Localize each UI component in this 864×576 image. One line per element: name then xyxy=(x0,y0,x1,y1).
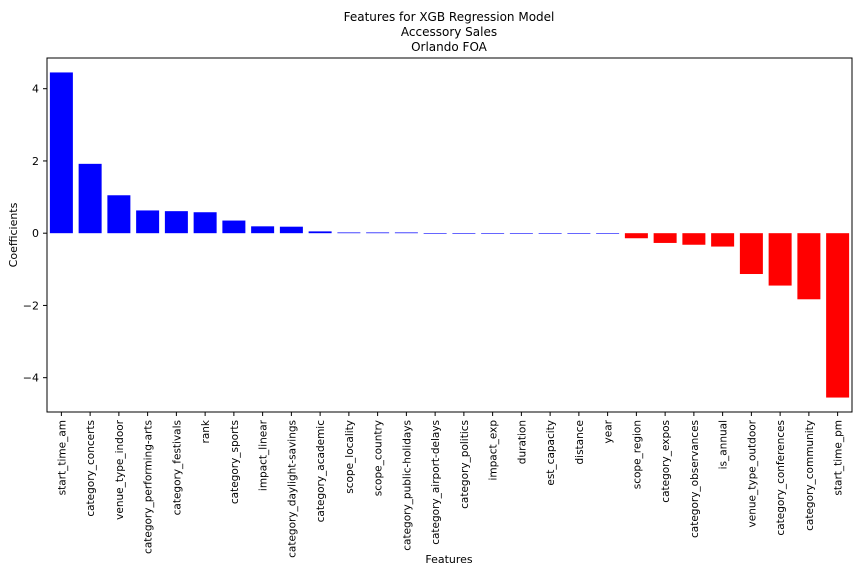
bar-distance xyxy=(567,233,591,234)
x-tick-label: category_academic xyxy=(315,420,327,523)
x-tick-label: category_conferences xyxy=(775,420,787,536)
bar-category_performing-arts xyxy=(136,210,160,234)
x-tick-label: category_daylight-savings xyxy=(286,420,298,558)
chart-title-line-1: Features for XGB Regression Model xyxy=(344,10,555,24)
bar-category_airport-delays xyxy=(423,233,447,234)
x-axis-label: Features xyxy=(425,553,473,566)
x-tick-label: category_community xyxy=(804,420,816,531)
x-tick-label: category_politics xyxy=(459,420,471,509)
bar-start_time_pm xyxy=(826,233,850,398)
bar-scope_region xyxy=(624,233,648,239)
bar-category_sports xyxy=(222,220,246,234)
chart-title-line-3: Orlando FOA xyxy=(411,40,488,54)
x-tick-label: impact_exp xyxy=(488,420,500,481)
y-axis-label: Coefficients xyxy=(7,202,20,267)
bar-venue_type_outdoor xyxy=(739,233,763,275)
x-tick-label: category_public-holidays xyxy=(401,420,413,551)
x-tick-label: start_time_am xyxy=(56,420,68,495)
bar-scope_country xyxy=(366,232,390,234)
bar-impact_exp xyxy=(481,233,505,234)
bars-group xyxy=(49,72,850,398)
bar-category_daylight-savings xyxy=(279,226,303,234)
bar-is_annual xyxy=(711,233,735,247)
x-tick-label: est_capacity xyxy=(545,420,557,486)
bar-category_concerts xyxy=(78,163,102,234)
x-tick-label: year xyxy=(603,419,615,443)
bar-category_public-holidays xyxy=(394,232,418,234)
plot-frame xyxy=(46,57,853,413)
bar-rank xyxy=(193,212,217,234)
bar-category_community xyxy=(797,233,821,300)
x-tick-label: distance xyxy=(574,420,586,465)
x-tick-label: category_concerts xyxy=(85,420,97,517)
y-tick-label: 2 xyxy=(32,155,39,168)
x-tick-label: duration xyxy=(516,420,528,464)
bar-category_conferences xyxy=(768,233,792,286)
x-tick-label: category_expos xyxy=(660,420,672,503)
x-tick-label: is_annual xyxy=(718,420,730,469)
x-tick-label: category_sports xyxy=(229,420,241,504)
y-axis: −4 −2 0 2 4 xyxy=(23,83,47,385)
y-tick-label: −2 xyxy=(23,299,39,312)
x-tick-label: impact_linear xyxy=(258,419,270,491)
x-tick-label: venue_type_outdoor xyxy=(746,419,758,527)
y-tick-label: 4 xyxy=(32,83,39,96)
y-tick-label: −4 xyxy=(23,372,39,385)
bar-start_time_am xyxy=(49,72,73,234)
x-tick-label: rank xyxy=(200,419,212,443)
bar-duration xyxy=(509,233,533,234)
x-tick-label: start_time_pm xyxy=(833,420,845,496)
x-tick-label: scope_region xyxy=(631,420,643,489)
x-tick-label: category_festivals xyxy=(171,420,183,515)
x-tick-label: venue_type_indoor xyxy=(114,419,126,519)
chart-title: Features for XGB Regression Model Access… xyxy=(344,10,555,54)
chart-title-line-2: Accessory Sales xyxy=(401,25,497,39)
bar-impact_linear xyxy=(251,226,275,234)
bar-est_capacity xyxy=(538,233,562,234)
bar-category_observances xyxy=(682,233,706,245)
x-axis: start_time_am category_concerts venue_type… xyxy=(56,412,845,558)
x-tick-label: scope_country xyxy=(373,420,385,496)
bar-year xyxy=(596,233,620,234)
bar-category_academic xyxy=(308,231,332,234)
x-tick-label: category_airport-delays xyxy=(430,420,442,545)
bar-category_politics xyxy=(452,233,476,234)
x-tick-label: category_performing-arts xyxy=(143,420,155,554)
bar-scope_locality xyxy=(337,232,361,234)
x-tick-label: scope_locality xyxy=(344,420,356,494)
bar-category_festivals xyxy=(164,211,188,234)
bar-category_expos xyxy=(653,233,677,243)
bar-venue_type_indoor xyxy=(107,195,131,234)
x-tick-label: category_observances xyxy=(689,420,701,538)
y-tick-label: 0 xyxy=(32,227,39,240)
